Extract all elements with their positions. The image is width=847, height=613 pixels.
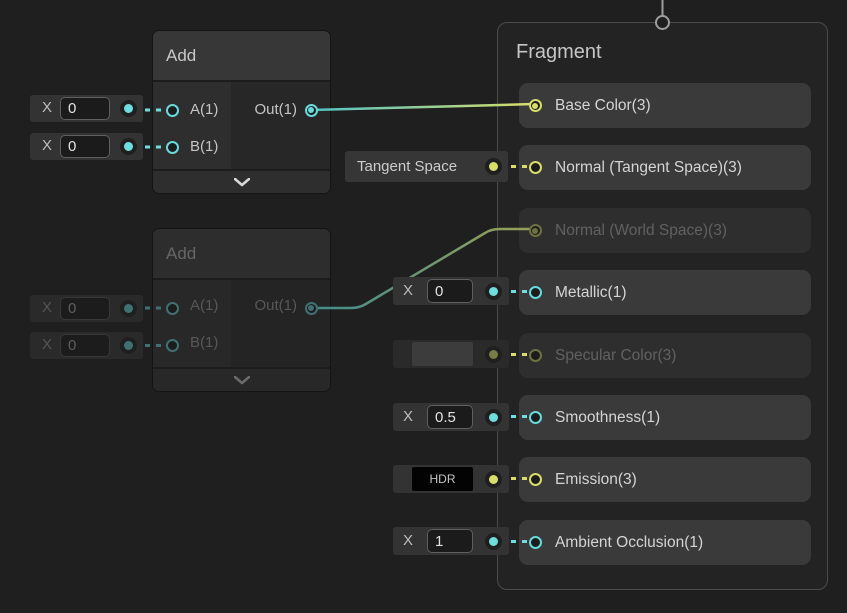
port-specular-color-label: Specular Color(3) bbox=[555, 347, 677, 364]
x-component-label: X bbox=[42, 99, 53, 116]
add-bottom-b-label: B(1) bbox=[190, 334, 219, 351]
emission-field: HDR bbox=[393, 465, 509, 493]
add-bottom-port-a[interactable] bbox=[165, 301, 179, 315]
fragment-row-ambient-occlusion: Ambient Occlusion(1) bbox=[519, 520, 811, 565]
add-top-a-input[interactable] bbox=[60, 97, 110, 120]
emission-field-dot bbox=[488, 474, 498, 484]
emission-hdr-swatch[interactable]: HDR bbox=[412, 467, 473, 491]
add-top-out-label: Out(1) bbox=[254, 101, 297, 118]
smoothness-x-input[interactable] bbox=[427, 405, 473, 429]
ambient-occlusion-field-dot bbox=[488, 536, 498, 546]
add-node-top-output-column bbox=[231, 82, 330, 169]
x-component-label: X bbox=[42, 336, 53, 353]
normal-space-dropdown-value: Tangent Space bbox=[357, 158, 458, 175]
fragment-row-metallic: Metallic(1) bbox=[519, 270, 811, 315]
add-bottom-a-field-dot bbox=[123, 304, 133, 313]
smoothness-field: X bbox=[393, 403, 509, 431]
port-normal-tangent-space-label: Normal (Tangent Space)(3) bbox=[555, 159, 742, 176]
add-top-port-a[interactable] bbox=[165, 103, 179, 117]
port-ambient-occlusion-label: Ambient Occlusion(1) bbox=[555, 534, 704, 551]
add-bottom-a-label: A(1) bbox=[190, 297, 219, 314]
port-normal-tangent-space[interactable] bbox=[528, 161, 542, 174]
fragment-node-title: Fragment bbox=[516, 41, 602, 63]
add-node-top-title[interactable]: Add bbox=[153, 31, 330, 80]
normal-space-dropdown[interactable]: Tangent Space bbox=[345, 151, 508, 182]
add-node-bottom-title[interactable]: Add bbox=[153, 229, 330, 278]
x-component-label: X bbox=[403, 532, 414, 549]
add-top-a-field: X bbox=[30, 95, 143, 122]
x-component-label: X bbox=[403, 408, 414, 425]
chevron-down-icon[interactable] bbox=[233, 375, 250, 385]
x-component-label: X bbox=[403, 282, 414, 299]
port-metallic-label: Metallic(1) bbox=[555, 284, 627, 301]
add-node-top-footer[interactable] bbox=[153, 171, 330, 193]
metallic-x-input[interactable] bbox=[427, 279, 473, 303]
fragment-node[interactable]: Fragment Base Color(3) Normal (Tangent S… bbox=[497, 22, 828, 590]
add-bottom-port-b[interactable] bbox=[165, 338, 179, 352]
add-bottom-port-out[interactable] bbox=[304, 301, 318, 315]
port-base-color-label: Base Color(3) bbox=[555, 97, 651, 114]
add-top-b-field: X bbox=[30, 133, 143, 160]
add-node-bottom-footer[interactable] bbox=[153, 369, 330, 391]
add-node-bottom-body bbox=[153, 278, 330, 369]
specular-field-dot bbox=[488, 349, 498, 359]
fragment-row-normal-tangent: Normal (Tangent Space)(3) bbox=[519, 145, 811, 190]
metallic-field-dot bbox=[488, 286, 498, 296]
port-normal-world-space[interactable] bbox=[528, 224, 542, 237]
chevron-down-icon[interactable] bbox=[233, 177, 250, 187]
fragment-row-base-color: Base Color(3) bbox=[519, 83, 811, 128]
normal-tangent-field-dot bbox=[488, 162, 498, 171]
add-top-b-field-dot bbox=[123, 142, 133, 151]
add-top-b-input[interactable] bbox=[60, 135, 110, 158]
add-top-b-label: B(1) bbox=[190, 138, 219, 155]
port-base-color[interactable] bbox=[528, 99, 542, 112]
ambient-occlusion-field: X bbox=[393, 527, 509, 555]
add-top-a-label: A(1) bbox=[190, 101, 219, 118]
port-normal-world-space-label: Normal (World Space)(3) bbox=[555, 222, 727, 239]
add-node-bottom-output-column bbox=[231, 280, 330, 367]
specular-color-field bbox=[393, 340, 509, 368]
port-ambient-occlusion[interactable] bbox=[528, 536, 542, 549]
smoothness-field-dot bbox=[488, 412, 498, 422]
fragment-row-normal-world: Normal (World Space)(3) bbox=[519, 208, 811, 253]
add-bottom-a-field: X bbox=[30, 295, 143, 322]
add-bottom-b-input[interactable] bbox=[60, 334, 110, 357]
port-emission[interactable] bbox=[528, 473, 542, 486]
add-top-port-b[interactable] bbox=[165, 140, 179, 154]
fragment-row-smoothness: Smoothness(1) bbox=[519, 395, 811, 440]
port-smoothness[interactable] bbox=[528, 411, 542, 424]
port-emission-label: Emission(3) bbox=[555, 471, 637, 488]
fragment-row-emission: Emission(3) bbox=[519, 457, 811, 502]
ambient-occlusion-x-input[interactable] bbox=[427, 529, 473, 553]
add-bottom-a-input[interactable] bbox=[60, 297, 110, 320]
add-bottom-out-label: Out(1) bbox=[254, 297, 297, 314]
add-node-bottom-input-column bbox=[153, 280, 231, 367]
add-top-a-field-dot bbox=[123, 104, 133, 113]
specular-color-swatch[interactable] bbox=[412, 342, 473, 366]
add-node-top-input-column bbox=[153, 82, 231, 169]
x-component-label: X bbox=[42, 137, 53, 154]
port-smoothness-label: Smoothness(1) bbox=[555, 409, 661, 426]
add-top-port-out[interactable] bbox=[304, 103, 318, 117]
add-node-bottom[interactable]: Add A(1) B(1) Out(1) bbox=[153, 229, 330, 391]
add-node-top-body bbox=[153, 80, 330, 171]
add-bottom-b-field-dot bbox=[123, 341, 133, 350]
add-node-top[interactable]: Add A(1) B(1) Out(1) bbox=[153, 31, 330, 193]
metallic-field: X bbox=[393, 277, 509, 305]
x-component-label: X bbox=[42, 299, 53, 316]
port-metallic[interactable] bbox=[528, 286, 542, 299]
fragment-row-specular-color: Specular Color(3) bbox=[519, 333, 811, 378]
add-bottom-b-field: X bbox=[30, 332, 143, 359]
port-specular-color[interactable] bbox=[528, 349, 542, 362]
